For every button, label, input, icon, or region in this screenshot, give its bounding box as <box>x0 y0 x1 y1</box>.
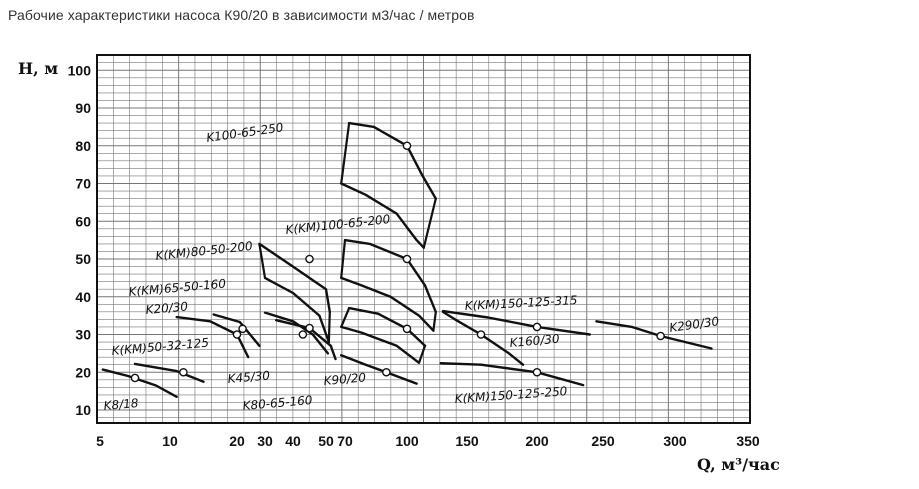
curve-label: K80-65-160 <box>242 393 313 413</box>
x-tick-label: 150 <box>455 433 479 449</box>
curve-label: K(KM)150-125-315 <box>464 293 577 313</box>
plot-frame <box>96 54 751 424</box>
y-tick-label: 80 <box>75 138 91 154</box>
x-tick-label: 70 <box>337 433 353 449</box>
operating-point <box>238 324 247 334</box>
pump-curve <box>258 242 331 314</box>
pump-curve <box>439 362 585 387</box>
x-tick-label: 350 <box>736 433 760 449</box>
x-tick-label: 20 <box>229 433 245 449</box>
pump-curve <box>347 306 427 347</box>
pump-curve <box>175 315 250 359</box>
y-tick-label: 40 <box>75 289 91 305</box>
pump-curve <box>340 325 421 364</box>
operating-point <box>656 331 665 341</box>
operating-point <box>532 367 542 377</box>
y-tick-label: 30 <box>75 327 91 343</box>
operating-point <box>232 330 242 339</box>
operating-point <box>298 330 308 339</box>
operating-points <box>130 141 665 383</box>
x-tick-label: 200 <box>525 433 549 449</box>
x-axis-label: Q, м³/час <box>697 455 780 474</box>
pump-curve <box>441 309 591 336</box>
x-tick-label: 5 <box>96 433 104 449</box>
curve-envelopes <box>258 122 437 364</box>
operating-point <box>402 141 412 151</box>
y-tick-label: 90 <box>75 100 91 116</box>
x-tick-label: 300 <box>663 433 687 449</box>
operating-point <box>305 254 314 264</box>
x-tick-label: 10 <box>162 433 178 449</box>
pump-curve <box>212 313 261 347</box>
envelope-edge <box>340 122 437 248</box>
pump-curve <box>275 319 337 361</box>
y-tick-label: 20 <box>75 364 91 380</box>
y-tick-label: 70 <box>75 176 91 192</box>
pump-curve <box>595 320 713 350</box>
envelope-edge <box>340 307 427 364</box>
pump-curve <box>263 276 331 344</box>
operating-point <box>179 367 188 377</box>
pump-curve <box>340 182 425 249</box>
y-tick-label: 100 <box>68 62 92 78</box>
operating-point <box>305 323 314 333</box>
pump-curve <box>133 362 205 383</box>
curve-label: K(KM)100-65-200 <box>285 212 391 237</box>
pump-curve <box>263 311 330 355</box>
curve-label: K8/18 <box>103 396 139 413</box>
curve-label: K290/30 <box>668 314 720 335</box>
curve-label: K20/30 <box>145 299 189 317</box>
operating-point <box>130 373 140 383</box>
page-title: Рабочие характеристики насоса К90/20 в з… <box>8 7 475 23</box>
curve-label: K90/20 <box>323 370 367 388</box>
curve-label: K(KM)65-50-160 <box>128 277 227 299</box>
operating-point <box>382 367 391 377</box>
y-axis-label: H, м <box>18 59 58 78</box>
pump-curve <box>101 368 178 398</box>
curve-label: K45/30 <box>227 368 271 386</box>
x-tick-label: 250 <box>591 433 615 449</box>
operating-point <box>402 324 412 334</box>
x-tick-label: 50 <box>318 433 334 449</box>
envelope-edge <box>340 240 437 331</box>
y-tick-label: 60 <box>75 213 91 229</box>
x-tick-label: 30 <box>257 433 273 449</box>
curve-label: K160/30 <box>509 332 560 350</box>
operating-point <box>532 322 542 332</box>
pump-curve <box>343 238 437 314</box>
envelope-edge <box>258 243 331 343</box>
y-tick-label: 10 <box>75 402 91 418</box>
x-tick-label: 40 <box>285 433 301 449</box>
chart-grid <box>96 54 751 424</box>
curve-label: K100-65-250 <box>205 120 284 145</box>
operating-point <box>476 330 486 339</box>
x-tick-label: 100 <box>395 433 419 449</box>
y-tick-label: 50 <box>75 251 91 267</box>
pump-curve <box>340 276 435 332</box>
pump-curve <box>340 354 418 385</box>
operating-point <box>402 254 412 264</box>
